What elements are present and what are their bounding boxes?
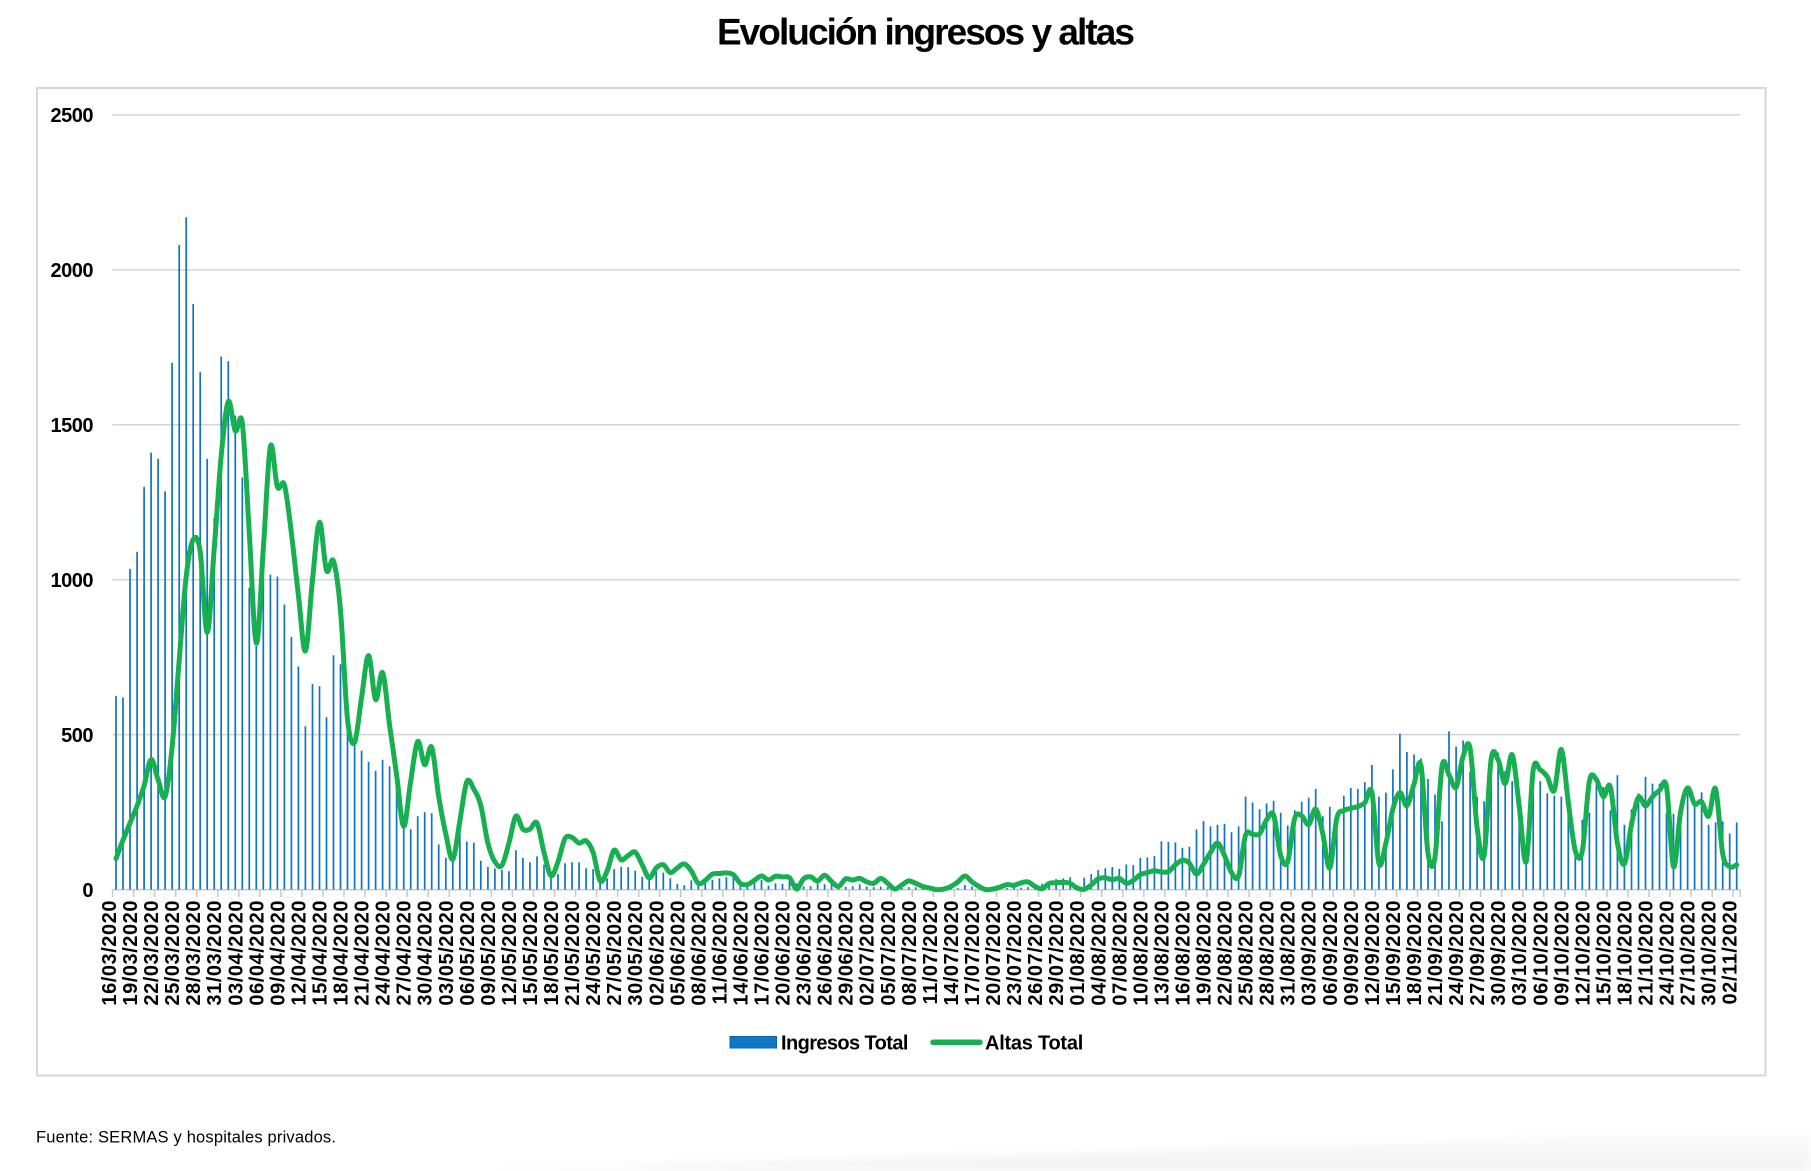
- svg-text:27/09/2020: 27/09/2020: [1467, 900, 1489, 1006]
- svg-text:19/08/2020: 19/08/2020: [1194, 900, 1216, 1006]
- svg-text:28/08/2020: 28/08/2020: [1257, 900, 1279, 1006]
- svg-text:Evolución ingresos y altas: Evolución ingresos y altas: [717, 12, 1134, 53]
- svg-text:31/08/2020: 31/08/2020: [1278, 900, 1300, 1006]
- svg-text:24/10/2020: 24/10/2020: [1657, 900, 1679, 1006]
- svg-text:02/11/2020: 02/11/2020: [1720, 900, 1742, 1005]
- svg-text:09/09/2020: 09/09/2020: [1341, 900, 1363, 1006]
- svg-text:Fuente: SERMAS y hospitales pr: Fuente: SERMAS y hospitales privados.: [36, 1129, 336, 1147]
- svg-text:27/05/2020: 27/05/2020: [604, 900, 626, 1006]
- svg-text:30/10/2020: 30/10/2020: [1699, 900, 1721, 1006]
- svg-text:2500: 2500: [51, 105, 94, 127]
- svg-text:22/03/2020: 22/03/2020: [141, 900, 163, 1006]
- svg-text:16/03/2020: 16/03/2020: [99, 900, 121, 1006]
- svg-text:25/03/2020: 25/03/2020: [162, 900, 184, 1006]
- svg-text:16/08/2020: 16/08/2020: [1172, 900, 1194, 1006]
- svg-text:18/09/2020: 18/09/2020: [1404, 900, 1426, 1006]
- svg-text:19/03/2020: 19/03/2020: [120, 900, 142, 1006]
- svg-text:21/10/2020: 21/10/2020: [1636, 900, 1658, 1006]
- svg-text:11/07/2020: 11/07/2020: [920, 900, 942, 1005]
- svg-text:23/07/2020: 23/07/2020: [1004, 900, 1026, 1006]
- svg-text:03/04/2020: 03/04/2020: [225, 900, 247, 1006]
- svg-text:09/05/2020: 09/05/2020: [478, 900, 500, 1006]
- svg-text:15/05/2020: 15/05/2020: [520, 900, 542, 1006]
- svg-text:17/06/2020: 17/06/2020: [752, 900, 774, 1006]
- svg-text:09/04/2020: 09/04/2020: [267, 900, 289, 1006]
- svg-text:04/08/2020: 04/08/2020: [1088, 900, 1110, 1006]
- svg-text:15/04/2020: 15/04/2020: [310, 900, 332, 1006]
- svg-text:05/07/2020: 05/07/2020: [878, 900, 900, 1006]
- svg-text:12/09/2020: 12/09/2020: [1362, 900, 1384, 1006]
- svg-text:15/10/2020: 15/10/2020: [1593, 900, 1615, 1006]
- svg-text:01/08/2020: 01/08/2020: [1067, 900, 1089, 1006]
- svg-text:11/06/2020: 11/06/2020: [709, 900, 731, 1005]
- svg-text:12/10/2020: 12/10/2020: [1572, 900, 1594, 1006]
- svg-text:500: 500: [61, 725, 93, 747]
- svg-text:24/04/2020: 24/04/2020: [373, 900, 395, 1006]
- svg-text:28/03/2020: 28/03/2020: [183, 900, 205, 1006]
- svg-text:21/05/2020: 21/05/2020: [562, 900, 584, 1006]
- svg-text:06/10/2020: 06/10/2020: [1530, 900, 1552, 1006]
- svg-text:17/07/2020: 17/07/2020: [962, 900, 984, 1006]
- svg-text:21/04/2020: 21/04/2020: [352, 900, 374, 1006]
- svg-text:08/07/2020: 08/07/2020: [899, 900, 921, 1006]
- svg-text:12/04/2020: 12/04/2020: [288, 900, 310, 1006]
- svg-text:26/06/2020: 26/06/2020: [815, 900, 837, 1006]
- svg-text:02/07/2020: 02/07/2020: [857, 900, 879, 1006]
- svg-text:0: 0: [82, 880, 93, 902]
- svg-text:21/09/2020: 21/09/2020: [1425, 900, 1447, 1006]
- svg-text:29/06/2020: 29/06/2020: [836, 900, 858, 1006]
- svg-text:23/06/2020: 23/06/2020: [794, 900, 816, 1006]
- svg-text:26/07/2020: 26/07/2020: [1025, 900, 1047, 1006]
- svg-text:27/04/2020: 27/04/2020: [394, 900, 416, 1006]
- svg-text:24/09/2020: 24/09/2020: [1446, 900, 1468, 1006]
- svg-text:07/08/2020: 07/08/2020: [1109, 900, 1131, 1006]
- svg-text:14/07/2020: 14/07/2020: [941, 900, 963, 1006]
- svg-text:14/06/2020: 14/06/2020: [730, 900, 752, 1006]
- svg-text:Altas Total: Altas Total: [985, 1033, 1083, 1055]
- svg-text:30/09/2020: 30/09/2020: [1488, 900, 1510, 1006]
- svg-text:29/07/2020: 29/07/2020: [1046, 900, 1068, 1006]
- svg-text:06/04/2020: 06/04/2020: [246, 900, 268, 1006]
- svg-text:09/10/2020: 09/10/2020: [1551, 900, 1573, 1006]
- svg-text:02/06/2020: 02/06/2020: [646, 900, 668, 1006]
- svg-text:03/05/2020: 03/05/2020: [436, 900, 458, 1006]
- svg-text:18/04/2020: 18/04/2020: [331, 900, 353, 1006]
- svg-text:22/08/2020: 22/08/2020: [1215, 900, 1237, 1006]
- svg-text:06/05/2020: 06/05/2020: [457, 900, 479, 1006]
- svg-text:1000: 1000: [51, 570, 94, 592]
- svg-text:Ingresos Total: Ingresos Total: [781, 1033, 908, 1055]
- svg-text:03/09/2020: 03/09/2020: [1299, 900, 1321, 1006]
- svg-text:25/08/2020: 25/08/2020: [1236, 900, 1258, 1006]
- svg-text:1500: 1500: [51, 415, 94, 437]
- svg-text:18/10/2020: 18/10/2020: [1615, 900, 1637, 1006]
- svg-text:03/10/2020: 03/10/2020: [1509, 900, 1531, 1006]
- svg-text:20/06/2020: 20/06/2020: [773, 900, 795, 1006]
- svg-text:05/06/2020: 05/06/2020: [667, 900, 689, 1006]
- svg-text:20/07/2020: 20/07/2020: [983, 900, 1005, 1006]
- svg-text:2000: 2000: [51, 260, 94, 282]
- svg-text:10/08/2020: 10/08/2020: [1130, 900, 1152, 1006]
- svg-text:08/06/2020: 08/06/2020: [688, 900, 710, 1006]
- svg-text:18/05/2020: 18/05/2020: [541, 900, 563, 1006]
- svg-text:30/04/2020: 30/04/2020: [415, 900, 437, 1006]
- svg-text:12/05/2020: 12/05/2020: [499, 900, 521, 1006]
- svg-text:27/10/2020: 27/10/2020: [1678, 900, 1700, 1006]
- svg-text:06/09/2020: 06/09/2020: [1320, 900, 1342, 1006]
- svg-text:15/09/2020: 15/09/2020: [1383, 900, 1405, 1006]
- svg-text:13/08/2020: 13/08/2020: [1151, 900, 1173, 1006]
- svg-text:30/05/2020: 30/05/2020: [625, 900, 647, 1006]
- svg-text:31/03/2020: 31/03/2020: [204, 900, 226, 1006]
- svg-text:24/05/2020: 24/05/2020: [583, 900, 605, 1006]
